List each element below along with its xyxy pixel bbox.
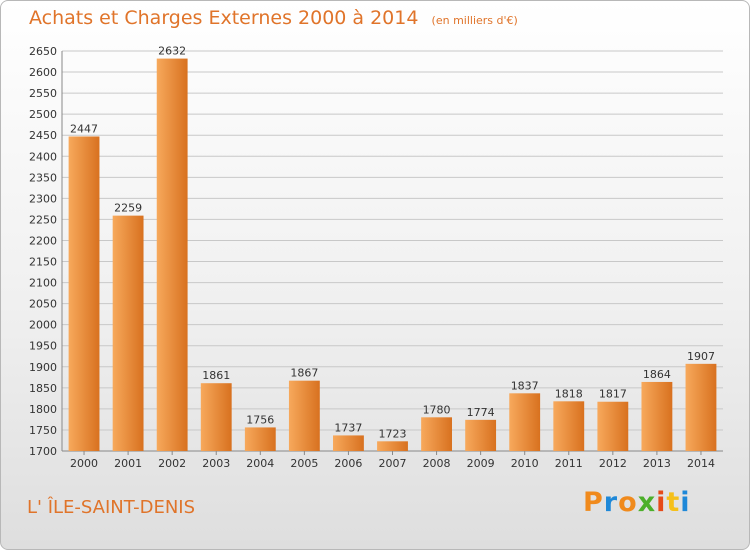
bar-2001 xyxy=(112,215,144,451)
data-label-2003: 1861 xyxy=(202,369,230,382)
x-tick-label: 2011 xyxy=(555,457,583,470)
y-tick-label: 2450 xyxy=(29,129,57,142)
y-tick-labels: 1700 1750 1800 1850 1900 1950 2000 2050 2100 2150… xyxy=(29,45,57,458)
y-tick-label: 2050 xyxy=(29,298,57,311)
x-tick-label: 2010 xyxy=(511,457,539,470)
chart-unit: (en milliers d'€) xyxy=(431,14,518,27)
y-tick-label: 2100 xyxy=(29,277,57,290)
y-tick-label: 2500 xyxy=(29,108,57,121)
logo-letter: t xyxy=(666,487,681,518)
x-tick-labels: 2000 2001 2002 2003 2004 2005 2006 2007 2008 2009… xyxy=(70,457,715,470)
logo-letter: x xyxy=(637,487,657,518)
y-tick-label: 2300 xyxy=(29,192,57,205)
y-tick-label: 2650 xyxy=(29,45,57,58)
y-tick-label: 2000 xyxy=(29,319,57,332)
chart-title: Achats et Charges Externes 2000 à 2014 xyxy=(29,7,419,29)
data-label-2001: 2259 xyxy=(114,202,142,215)
data-label-2008: 1780 xyxy=(423,403,451,416)
x-tick-label: 2005 xyxy=(290,457,318,470)
y-tick-label: 1950 xyxy=(29,340,57,353)
bar-2011 xyxy=(553,401,585,451)
x-tick-label: 2001 xyxy=(114,457,142,470)
data-label-2013: 1864 xyxy=(643,368,671,381)
bar-2002 xyxy=(156,58,188,451)
y-tick-label: 2150 xyxy=(29,256,57,269)
data-label-2011: 1818 xyxy=(555,387,583,400)
y-tick-label: 1850 xyxy=(29,382,57,395)
bar-2012 xyxy=(597,401,629,451)
bar-2010 xyxy=(509,393,541,451)
logo-letter: i xyxy=(656,487,667,518)
data-label-2012: 1817 xyxy=(599,388,627,401)
data-label-2006: 1737 xyxy=(334,421,362,434)
logo-letter: P xyxy=(583,487,604,518)
x-tick-label: 2002 xyxy=(158,457,186,470)
data-label-2002: 2632 xyxy=(158,45,186,58)
bar-2004 xyxy=(244,427,276,451)
proxiti-logo: Proxiti xyxy=(583,487,691,518)
data-label-2009: 1774 xyxy=(467,406,495,419)
data-label-2010: 1837 xyxy=(511,379,539,392)
bar-2005 xyxy=(288,380,320,451)
logo-letter: i xyxy=(680,487,691,518)
data-label-2007: 1723 xyxy=(379,427,407,440)
logo-letter: o xyxy=(618,487,638,518)
data-labels: 2447 2259 2632 1861 1756 1867 1737 1723 1780 1774… xyxy=(70,45,715,441)
y-tick-label: 2400 xyxy=(29,150,57,163)
x-tick-label: 2007 xyxy=(379,457,407,470)
bar-2006 xyxy=(333,435,364,451)
bar-2000 xyxy=(68,136,100,451)
bar-2008 xyxy=(421,417,452,451)
x-tick-label: 2009 xyxy=(467,457,495,470)
y-tick-label: 2250 xyxy=(29,213,57,226)
y-tick-label: 2600 xyxy=(29,66,57,79)
y-tick-label: 1750 xyxy=(29,424,57,437)
x-tick-label: 2003 xyxy=(202,457,230,470)
x-tick-label: 2013 xyxy=(643,457,671,470)
bars xyxy=(68,58,717,451)
location-label: L' ÎLE-SAINT-DENIS xyxy=(27,497,196,518)
x-tick-label: 2008 xyxy=(423,457,451,470)
data-label-2014: 1907 xyxy=(687,350,715,363)
bar-2013 xyxy=(641,381,673,451)
y-tick-label: 1800 xyxy=(29,403,57,416)
bar-2009 xyxy=(465,419,497,451)
x-tick-label: 2004 xyxy=(246,457,274,470)
bar-2003 xyxy=(200,383,232,451)
chart-title-block: Achats et Charges Externes 2000 à 2014 (… xyxy=(29,7,518,29)
x-tick-label: 2006 xyxy=(334,457,362,470)
y-tick-label: 1700 xyxy=(29,445,57,458)
bar-2007 xyxy=(377,441,408,451)
logo-letter: r xyxy=(603,487,619,518)
data-label-2005: 1867 xyxy=(290,367,318,380)
y-tick-label: 2550 xyxy=(29,87,57,100)
bar-2014 xyxy=(685,363,717,451)
x-tick-label: 2014 xyxy=(687,457,715,470)
y-tick-label: 1900 xyxy=(29,361,57,374)
data-label-2004: 1756 xyxy=(246,413,274,426)
data-label-2000: 2447 xyxy=(70,122,98,135)
x-tick-label: 2000 xyxy=(70,457,98,470)
y-tick-label: 2200 xyxy=(29,234,57,247)
x-tick-label: 2012 xyxy=(599,457,627,470)
y-tick-label: 2350 xyxy=(29,171,57,184)
